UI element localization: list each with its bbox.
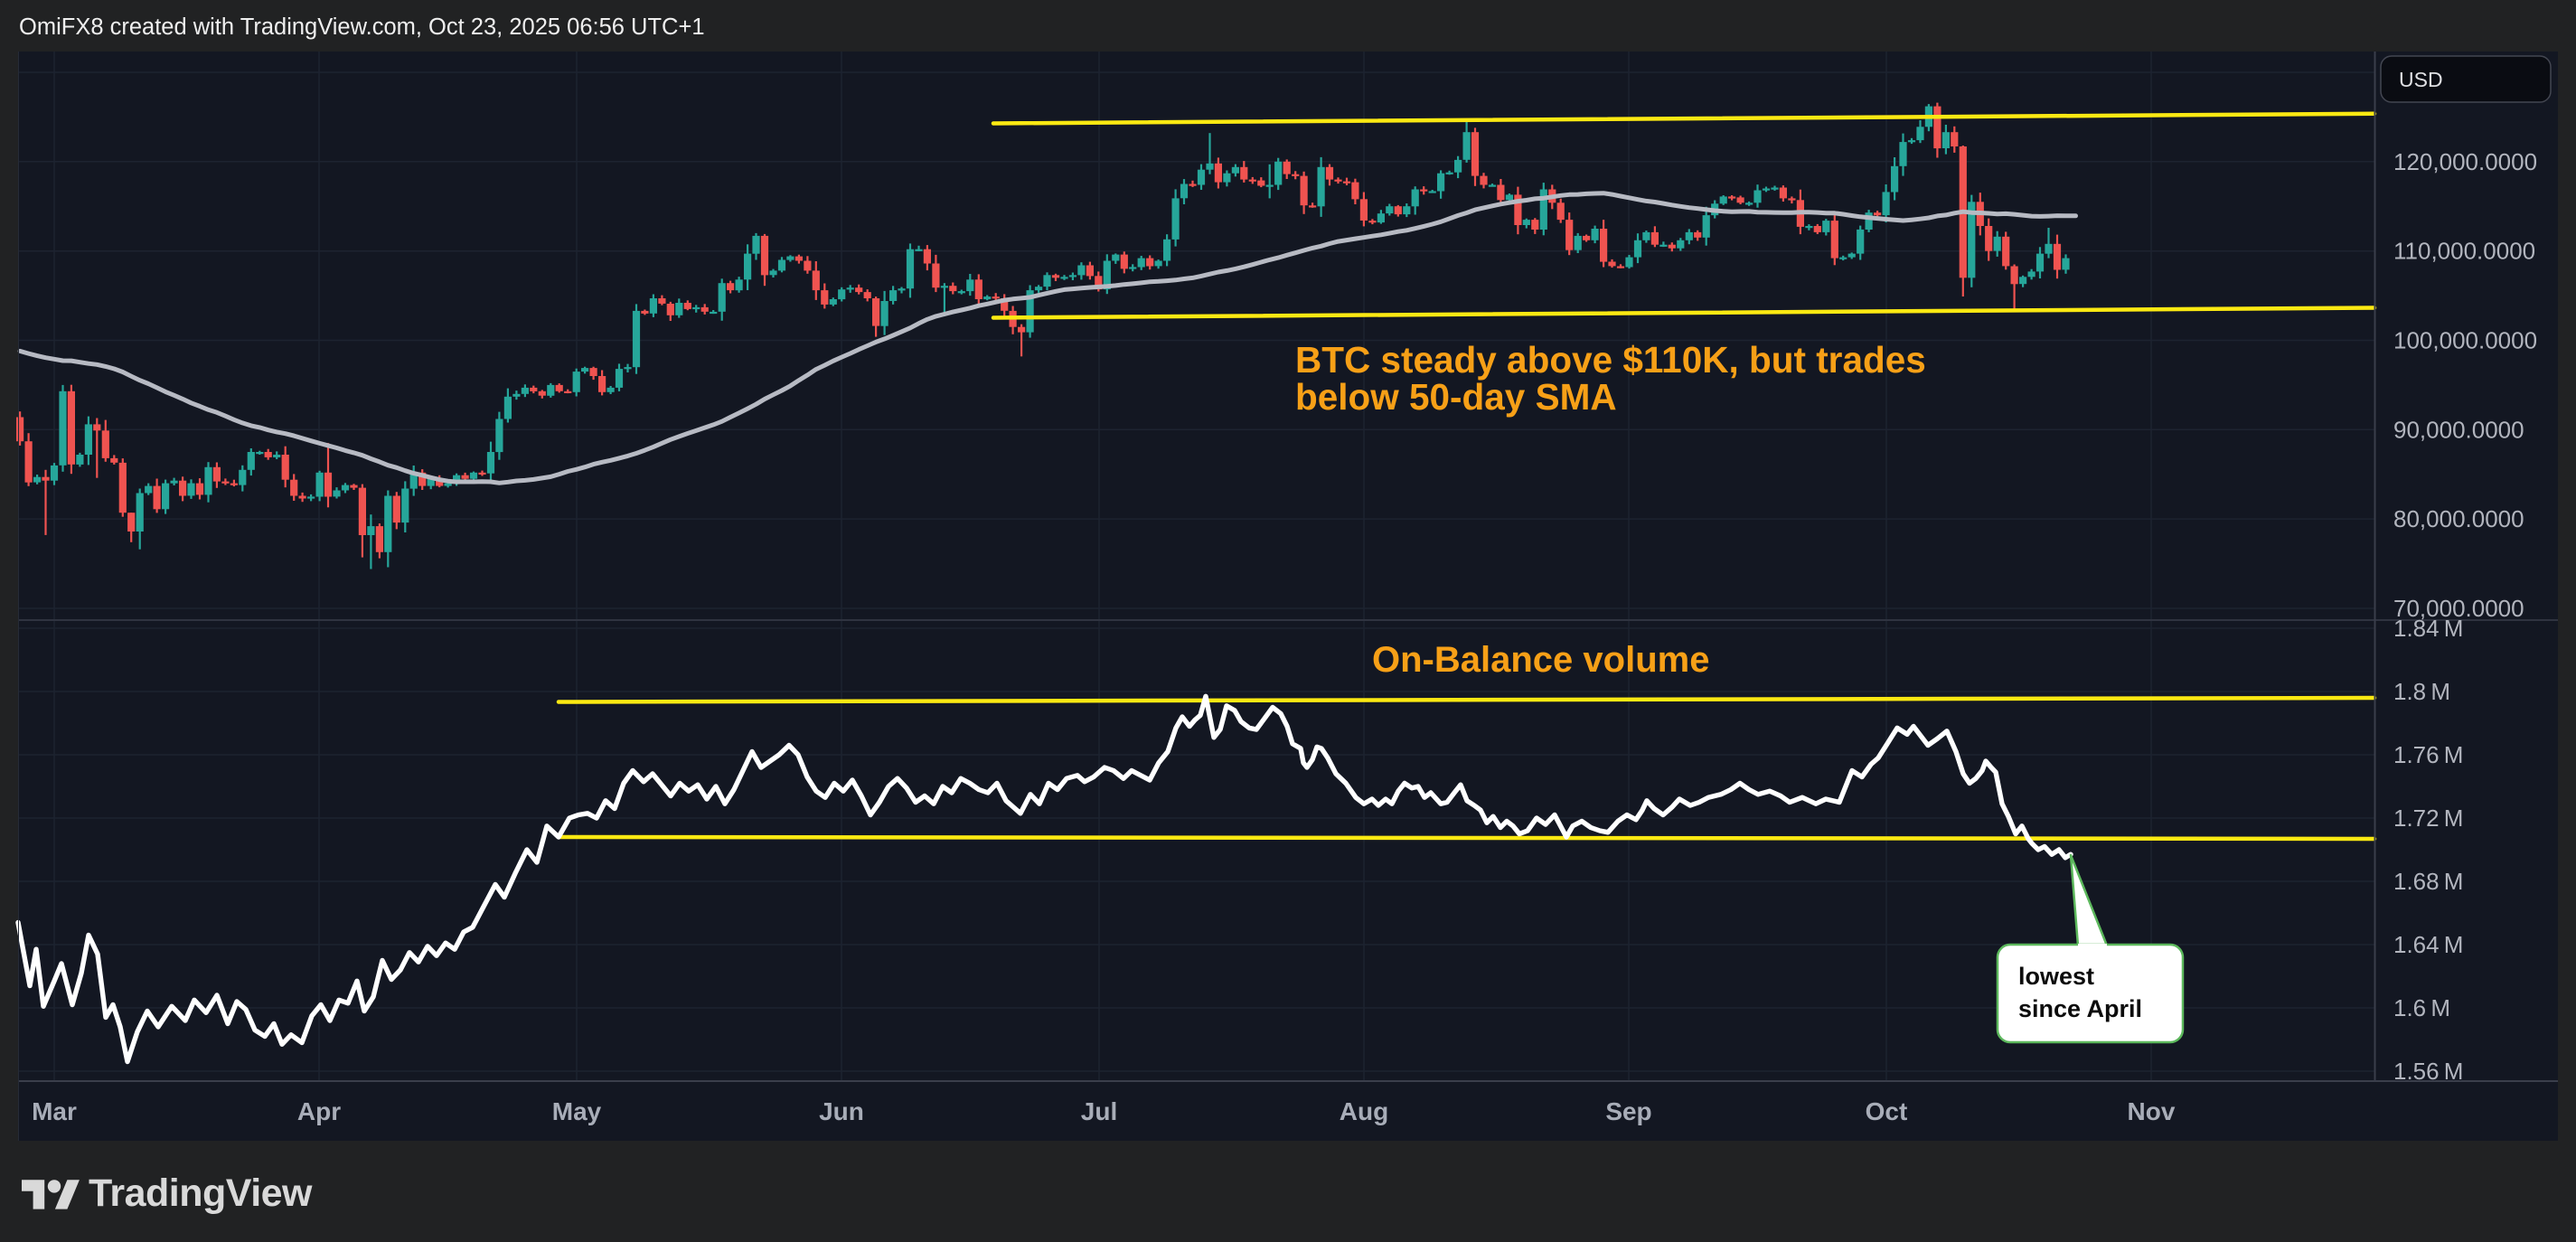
- svg-text:below 50-day SMA: below 50-day SMA: [1295, 376, 1617, 418]
- svg-text:1.84 M: 1.84 M: [2393, 615, 2463, 642]
- svg-text:Apr: Apr: [297, 1097, 341, 1125]
- svg-text:100,000.0000: 100,000.0000: [2393, 327, 2537, 354]
- svg-text:Mar: Mar: [32, 1097, 77, 1125]
- svg-text:Aug: Aug: [1340, 1097, 1388, 1125]
- svg-text:BTC steady above $110K, but tr: BTC steady above $110K, but trades: [1295, 339, 1926, 381]
- svg-text:lowest: lowest: [2018, 963, 2094, 990]
- svg-text:80,000.0000: 80,000.0000: [2393, 505, 2524, 532]
- svg-text:Nov: Nov: [2128, 1097, 2176, 1125]
- svg-text:Jun: Jun: [819, 1097, 864, 1125]
- svg-text:70,000.0000: 70,000.0000: [2393, 595, 2524, 622]
- svg-text:1.72 M: 1.72 M: [2393, 804, 2463, 832]
- svg-text:Oct: Oct: [1866, 1097, 1908, 1125]
- svg-text:since April: since April: [2018, 995, 2142, 1022]
- svg-text:Jul: Jul: [1081, 1097, 1117, 1125]
- svg-text:1.64 M: 1.64 M: [2393, 931, 2463, 958]
- svg-text:1.6 M: 1.6 M: [2393, 994, 2450, 1021]
- svg-text:Sep: Sep: [1605, 1097, 1651, 1125]
- svg-text:TradingView: TradingView: [89, 1171, 313, 1215]
- svg-text:OmiFX8 created with TradingVie: OmiFX8 created with TradingView.com, Oct…: [19, 14, 705, 40]
- svg-text:1.68 M: 1.68 M: [2393, 868, 2463, 895]
- svg-text:1.8 M: 1.8 M: [2393, 678, 2450, 705]
- svg-text:1.56 M: 1.56 M: [2393, 1058, 2463, 1085]
- svg-text:May: May: [552, 1097, 602, 1125]
- svg-text:1.76 M: 1.76 M: [2393, 741, 2463, 768]
- svg-text:120,000.0000: 120,000.0000: [2393, 148, 2537, 175]
- svg-text:90,000.0000: 90,000.0000: [2393, 416, 2524, 443]
- svg-text:110,000.0000: 110,000.0000: [2393, 238, 2535, 265]
- svg-text:USD: USD: [2399, 68, 2443, 91]
- svg-text:On-Balance volume: On-Balance volume: [1372, 640, 1709, 680]
